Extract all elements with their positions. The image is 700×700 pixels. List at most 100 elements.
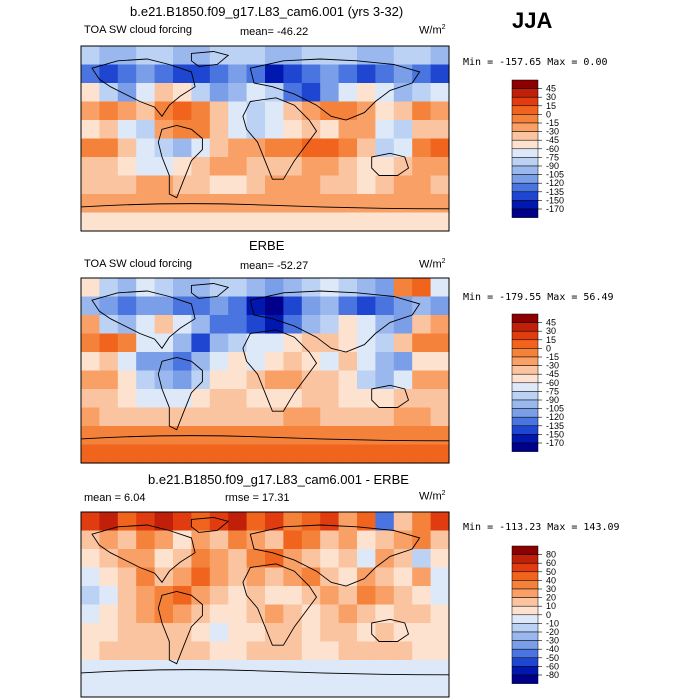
panel-3-rmse: rmse = 17.31 <box>225 492 290 504</box>
map-cell <box>430 83 450 103</box>
map-cell <box>393 660 413 680</box>
map-cell <box>117 83 137 103</box>
map-cell <box>154 444 174 464</box>
map-cell <box>154 157 174 177</box>
map-cell <box>375 641 395 661</box>
map-cell <box>117 444 137 464</box>
map-cell <box>99 64 119 84</box>
colorbar-swatch <box>511 648 539 659</box>
map-cell <box>99 315 119 335</box>
map-cell <box>265 101 284 121</box>
map-cell <box>246 157 266 177</box>
map-cell <box>228 549 248 569</box>
map-cell <box>117 512 137 532</box>
colorbar-swatch <box>511 416 539 427</box>
map-cell <box>209 333 229 353</box>
map-cell <box>412 512 432 532</box>
map-cell <box>393 175 413 195</box>
map-cell <box>283 46 303 66</box>
map-cell <box>320 64 340 84</box>
map-cell <box>265 194 284 214</box>
map-cell <box>375 157 395 177</box>
colorbar-swatch <box>511 674 539 684</box>
map-cell <box>265 64 284 84</box>
map-cell <box>228 175 248 195</box>
map-cell <box>320 157 340 177</box>
map-cell <box>99 426 119 446</box>
colorbar-swatch <box>511 114 539 124</box>
map-cell <box>136 512 156 532</box>
map-cell <box>393 567 413 587</box>
colorbar-swatch <box>511 571 539 581</box>
map-cell <box>320 586 340 606</box>
map-cell <box>154 278 174 298</box>
map-cell <box>209 157 229 177</box>
map-cell <box>430 426 450 446</box>
map-cell <box>393 278 413 298</box>
map-cell <box>173 530 192 550</box>
map-cell <box>99 567 119 587</box>
map-cell <box>301 567 321 587</box>
colorbar-tick-label: -40 <box>546 644 559 654</box>
map-cell <box>246 278 266 298</box>
map-cell <box>136 530 156 550</box>
map-cell <box>246 352 266 372</box>
map-cell <box>81 586 100 606</box>
map-cell <box>375 530 395 550</box>
map-cell <box>357 678 376 698</box>
map-cell <box>375 512 395 532</box>
colorbar-swatch <box>511 657 539 667</box>
map-cell <box>320 426 340 446</box>
colorbar-swatch <box>511 605 539 616</box>
colorbar-swatch <box>511 425 539 435</box>
map-cell <box>357 352 376 372</box>
map-cell <box>265 641 284 661</box>
map-cell <box>154 138 174 158</box>
map-cell <box>246 120 266 140</box>
map-cell <box>375 370 395 390</box>
map-cell <box>301 120 321 140</box>
colorbar-swatch <box>511 554 539 564</box>
panel-2-title: ERBE <box>249 238 285 253</box>
map-cell <box>430 315 450 335</box>
map-cell <box>320 278 340 298</box>
map-cell <box>265 604 284 624</box>
map-cell <box>320 315 340 335</box>
map-cell <box>283 175 303 195</box>
coastline <box>91 290 196 350</box>
map-cell <box>191 175 211 195</box>
map-cell <box>117 389 137 409</box>
map-cell <box>430 212 450 232</box>
colorbar-tick-label: 45 <box>546 318 556 328</box>
map-cell <box>191 549 211 569</box>
map-cell <box>393 120 413 140</box>
map-cell <box>283 641 303 661</box>
map-cell <box>117 352 137 372</box>
map-cell <box>136 660 156 680</box>
colorbar-swatch <box>511 348 539 358</box>
map-cell <box>265 296 284 316</box>
colorbar-tick-label: -30 <box>546 127 559 137</box>
map-cell <box>246 138 266 158</box>
colorbar-tick-label: 30 <box>546 92 556 102</box>
map-cell <box>173 567 192 587</box>
map-cell <box>301 512 321 532</box>
map-cell <box>81 623 100 643</box>
map-cell <box>412 194 432 214</box>
map-cell <box>283 64 303 84</box>
map-cell <box>173 641 192 661</box>
map-cell <box>412 101 432 121</box>
map-cell <box>99 407 119 427</box>
map-cell <box>320 175 340 195</box>
map-cell <box>320 212 340 232</box>
map-cell <box>81 278 100 298</box>
colorbar-swatch <box>511 200 539 210</box>
coastline <box>157 125 203 199</box>
colorbar-tick-label: -135 <box>546 421 564 431</box>
map-cell <box>173 315 192 335</box>
colorbar-tick-label: -120 <box>546 412 564 422</box>
colorbar-swatch <box>511 191 539 201</box>
map-cell <box>99 389 119 409</box>
map-cell <box>375 389 395 409</box>
map-cell <box>209 567 229 587</box>
